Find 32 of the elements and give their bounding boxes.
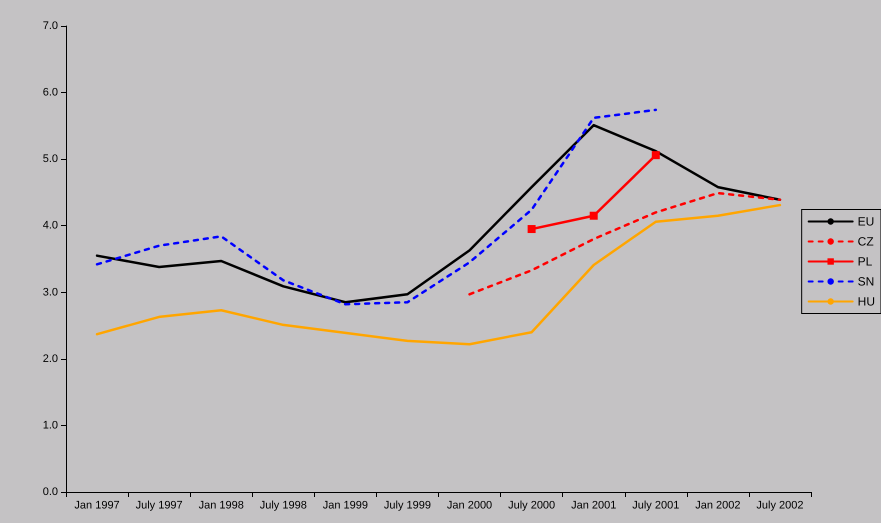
line-series [96, 108, 658, 306]
legend-label: CZ [858, 234, 874, 248]
legend-label: EU [858, 214, 874, 228]
x-tick-label: Jan 1997 [74, 500, 120, 512]
x-tick-label: July 2002 [756, 500, 804, 512]
x-tick-label: July 2001 [632, 500, 680, 512]
line-series [468, 192, 782, 296]
legend-label: SN [858, 274, 874, 288]
legend-label: HU [858, 294, 876, 308]
y-tick-label: 1.0 [42, 419, 58, 432]
y-tick-label: 4.0 [42, 220, 58, 232]
y-tick-label: 7.0 [42, 20, 58, 32]
y-tick-label: 3.0 [42, 286, 58, 298]
y-tick-label: 6.0 [42, 86, 58, 99]
x-tick-label: Jan 2000 [446, 500, 492, 512]
y-tick-label: 5.0 [42, 153, 58, 166]
y-tick-label: 2.0 [42, 352, 58, 365]
x-tick-label: Jan 2001 [571, 500, 616, 512]
x-tick-label: Jan 1998 [198, 500, 244, 512]
y-tick-label: 0.0 [42, 486, 58, 498]
line-series [96, 124, 782, 304]
line-series [96, 204, 782, 346]
point [590, 212, 598, 220]
x-tick-label: July 1999 [384, 500, 432, 512]
legend-label: PL [858, 254, 873, 268]
x-tick-label: July 1998 [260, 500, 307, 512]
x-tick-label: Jan 2002 [695, 500, 741, 512]
x-tick-label: July 1997 [136, 500, 183, 512]
point [652, 151, 660, 160]
x-tick-label: July 2000 [508, 500, 556, 512]
point [528, 225, 536, 234]
x-tick-label: Jan 1999 [322, 500, 368, 512]
